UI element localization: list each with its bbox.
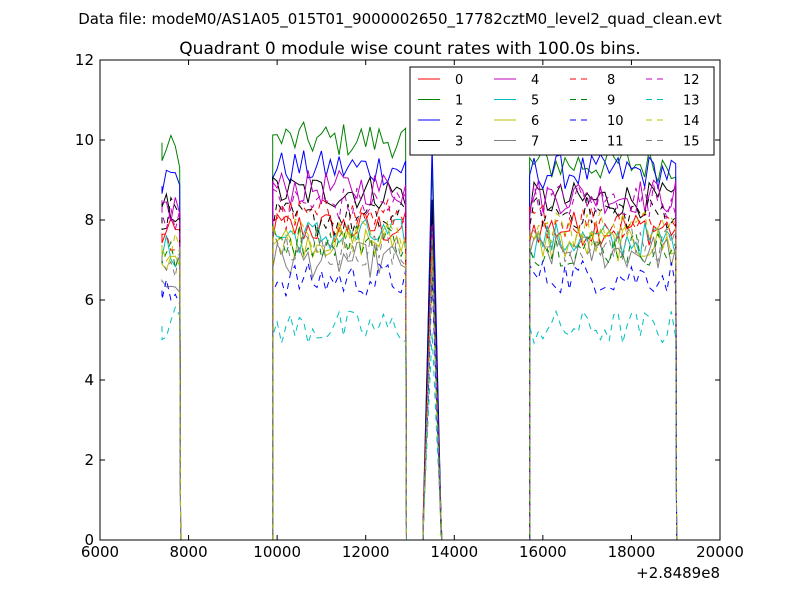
legend-label-3: 3 — [455, 135, 463, 150]
legend-label-5: 5 — [531, 94, 539, 109]
series-line-2 — [161, 146, 678, 541]
legend-label-7: 7 — [531, 135, 539, 150]
legend-label-12: 12 — [683, 73, 700, 88]
legend-label-9: 9 — [607, 94, 615, 109]
series-layer — [161, 120, 678, 541]
series-line-3 — [161, 175, 678, 541]
legend-box — [409, 66, 715, 156]
y-tick-label: 4 — [84, 371, 94, 389]
series-line-11 — [161, 194, 678, 541]
legend-label-0: 0 — [455, 73, 463, 88]
y-tick-label: 12 — [75, 51, 94, 69]
x-tick-label: 8000 — [169, 543, 207, 561]
series-line-6 — [161, 222, 678, 541]
x-tick-label: 18000 — [608, 543, 656, 561]
legend-label-14: 14 — [683, 114, 700, 129]
x-tick-label: 14000 — [430, 543, 478, 561]
y-tick-label: 0 — [84, 531, 94, 549]
chart-suptitle: Data file: modeM0/AS1A05_015T01_90000026… — [78, 10, 722, 29]
x-tick-label: 12000 — [342, 543, 390, 561]
y-tick-label: 10 — [75, 131, 94, 149]
chart-title: Quadrant 0 module wise count rates with … — [179, 39, 640, 59]
series-line-9 — [161, 224, 678, 541]
legend-label-10: 10 — [607, 114, 624, 129]
series-line-10 — [161, 259, 678, 541]
series-line-14 — [161, 209, 678, 541]
legend-label-11: 11 — [607, 135, 624, 150]
x-tick-label: 6000 — [81, 543, 119, 561]
legend-label-13: 13 — [683, 94, 700, 109]
series-line-7 — [161, 234, 678, 541]
x-tick-label: 10000 — [253, 543, 301, 561]
series-line-15 — [161, 225, 678, 541]
legend-label-2: 2 — [455, 114, 463, 129]
series-line-4 — [161, 169, 678, 541]
y-tick-label: 2 — [84, 451, 94, 469]
legend-label-1: 1 — [455, 94, 463, 109]
x-offset-label: +2.8489e8 — [636, 564, 720, 582]
y-tick-label: 6 — [84, 291, 94, 309]
legend-label-8: 8 — [607, 73, 615, 88]
axis-ticks: 6000 8000 10000 12000 14000 16000 18000 20000 0 2… — [75, 51, 744, 561]
y-tick-label: 8 — [84, 211, 94, 229]
series-line-5 — [161, 218, 678, 541]
legend-label-6: 6 — [531, 114, 539, 129]
x-tick-label: 16000 — [519, 543, 567, 561]
series-line-13 — [161, 306, 678, 541]
x-tick-label: 20000 — [696, 543, 744, 561]
series-line-8 — [161, 198, 678, 541]
series-line-1 — [161, 120, 678, 541]
legend-label-15: 15 — [683, 135, 700, 150]
series-line-0 — [161, 210, 678, 541]
legend-label-4: 4 — [531, 73, 539, 88]
